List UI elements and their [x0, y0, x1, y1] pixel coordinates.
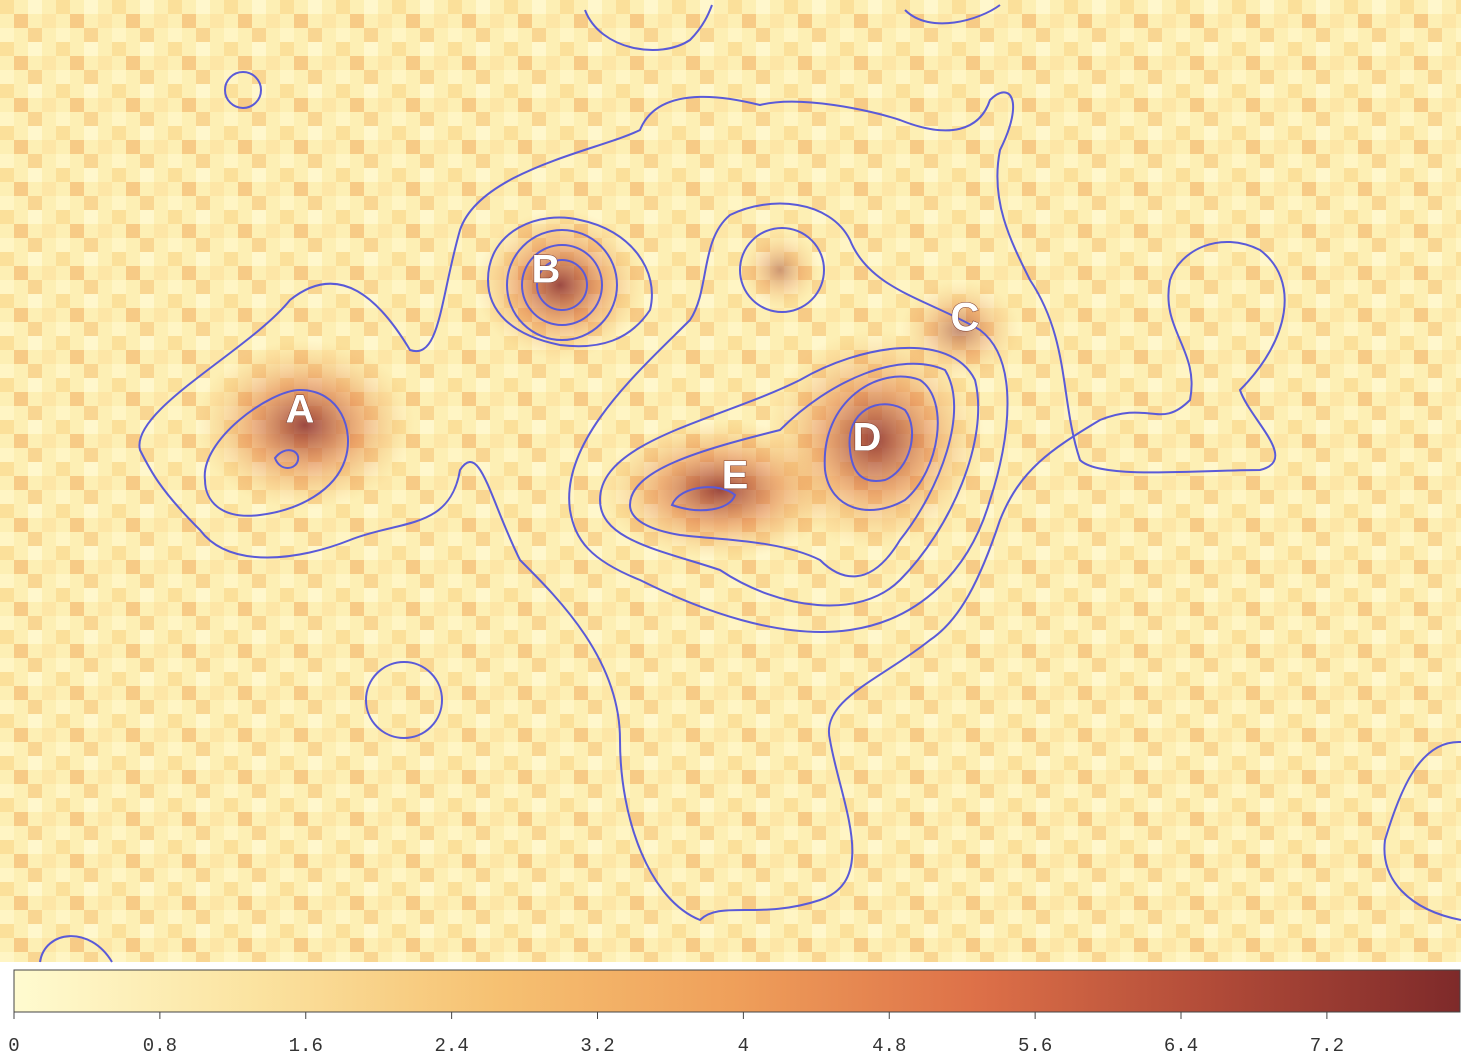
source-label: B — [532, 248, 561, 292]
source-label: A — [286, 388, 315, 432]
tick-label: 5.6 — [1018, 1035, 1052, 1057]
tick-label: 4.8 — [872, 1035, 906, 1057]
tick-label: 3.2 — [580, 1035, 614, 1057]
colorbar-bar — [14, 970, 1460, 1012]
page: A B C D E 00.81.62.43.244.85.66.47.2 (()… — [0, 0, 1461, 1058]
source-label: E — [722, 454, 749, 498]
tick-label: 7.2 — [1310, 1035, 1344, 1057]
figure: A B C D E 0 0.8 1.6 2.4 3.2 4 4.8 5.6 6.4 7.2 — [0, 0, 1461, 1058]
source-label: C — [951, 296, 980, 340]
tick-label: 0 — [8, 1035, 19, 1057]
tick-label: 1.6 — [289, 1035, 323, 1057]
tick-label: 0.8 — [143, 1035, 177, 1057]
colorbar: 0 0.8 1.6 2.4 3.2 4 4.8 5.6 6.4 7.2 — [8, 970, 1460, 1057]
tick-label: 4 — [738, 1035, 749, 1057]
source-label: D — [853, 416, 882, 460]
tick-label: 6.4 — [1164, 1035, 1198, 1057]
tick-label: 2.4 — [435, 1035, 469, 1057]
